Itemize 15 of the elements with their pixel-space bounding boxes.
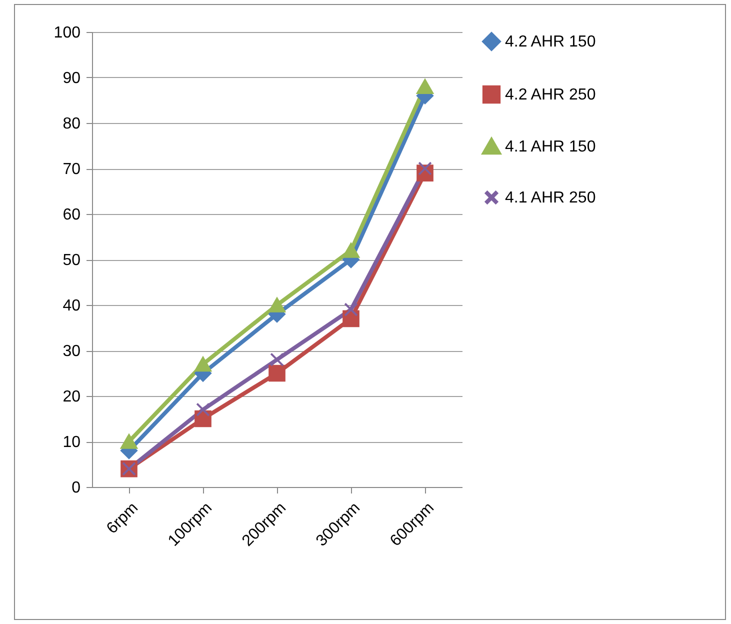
legend-label: 4.1 AHR 250 bbox=[505, 190, 596, 206]
y-tick-label: 0 bbox=[72, 480, 81, 496]
legend-label: 4.2 AHR 150 bbox=[505, 34, 596, 50]
y-tick-label: 90 bbox=[62, 70, 81, 87]
y-tick-label: 30 bbox=[62, 343, 81, 360]
y-tick-label: 80 bbox=[62, 116, 81, 132]
y-tick-label: 40 bbox=[62, 298, 81, 314]
legend-label: 4.2 AHR 250 bbox=[505, 86, 596, 104]
y-tick-label: 70 bbox=[62, 161, 81, 178]
legend-label: 4.1 AHR 150 bbox=[505, 138, 596, 156]
y-tick-label: 10 bbox=[62, 434, 81, 451]
y-tick-label: 100 bbox=[54, 24, 81, 42]
y-tick-label: 20 bbox=[62, 388, 81, 406]
y-tick-label: 50 bbox=[62, 252, 81, 269]
y-tick-label: 60 bbox=[62, 206, 81, 224]
